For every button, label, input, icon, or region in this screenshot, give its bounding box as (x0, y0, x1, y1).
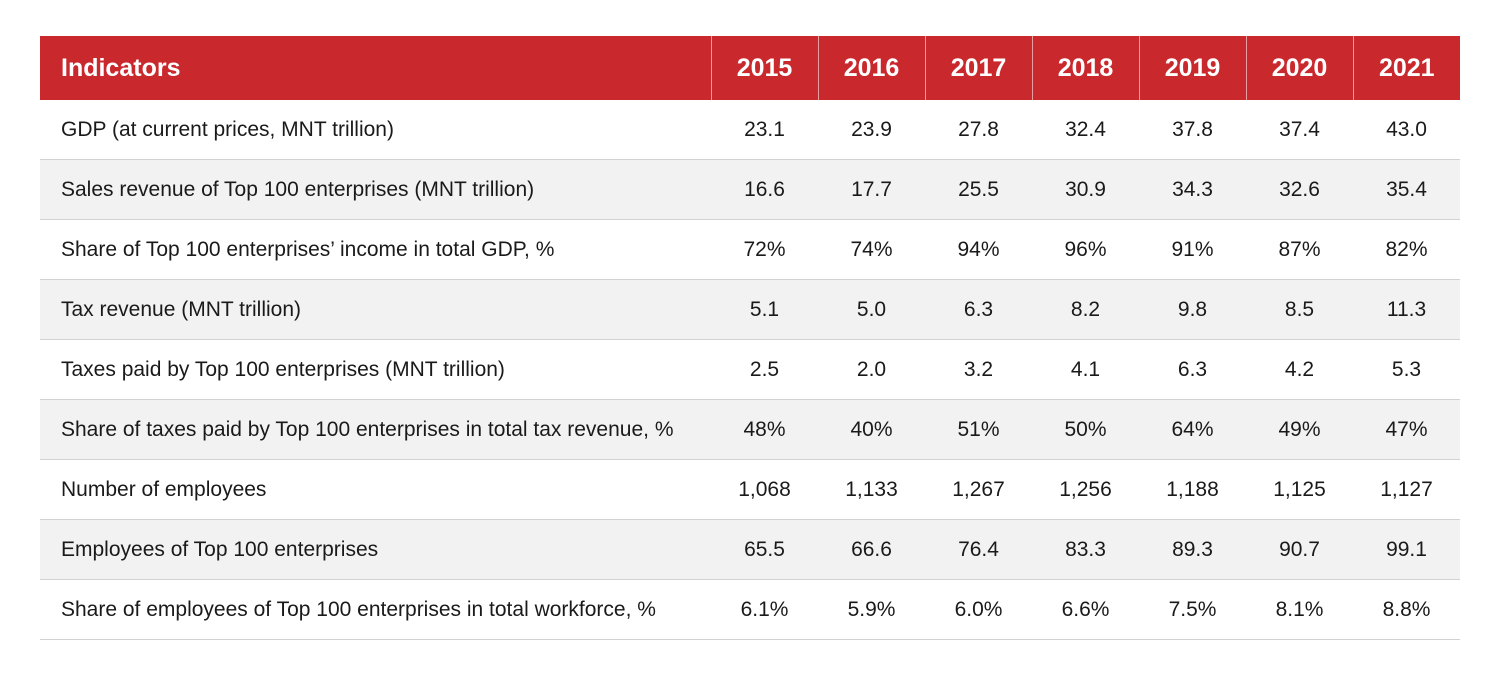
value-cell: 1,133 (818, 459, 925, 520)
indicator-label: Employees of Top 100 enterprises (40, 519, 711, 580)
value-cell: 23.9 (818, 100, 925, 160)
value-cell: 25.5 (925, 159, 1032, 220)
table-row: GDP (at current prices, MNT trillion) 23.… (40, 100, 1460, 160)
value-cell: 66.6 (818, 519, 925, 580)
table-header: Indicators 2015 2016 2017 2018 2019 2020… (40, 36, 1460, 100)
value-cell: 83.3 (1032, 519, 1139, 580)
header-year: 2020 (1245, 36, 1353, 100)
table-row: Share of taxes paid by Top 100 enterpris… (40, 399, 1460, 460)
value-cell: 94% (925, 219, 1032, 280)
value-cell: 2.0 (818, 339, 925, 400)
value-cell: 6.1% (711, 579, 818, 640)
value-cell: 1,256 (1032, 459, 1139, 520)
header-year: 2021 (1352, 36, 1460, 100)
value-cell: 34.3 (1139, 159, 1246, 220)
value-cell: 8.5 (1246, 279, 1353, 340)
value-cell: 50% (1032, 399, 1139, 460)
table-row: Taxes paid by Top 100 enterprises (MNT t… (40, 339, 1460, 400)
value-cell: 82% (1353, 219, 1460, 280)
value-cell: 7.5% (1139, 579, 1246, 640)
value-cell: 6.0% (925, 579, 1032, 640)
value-cell: 11.3 (1353, 279, 1460, 340)
value-cell: 90.7 (1246, 519, 1353, 580)
indicator-label: GDP (at current prices, MNT trillion) (40, 100, 711, 160)
value-cell: 40% (818, 399, 925, 460)
value-cell: 74% (818, 219, 925, 280)
value-cell: 65.5 (711, 519, 818, 580)
value-cell: 1,127 (1353, 459, 1460, 520)
indicator-label: Share of taxes paid by Top 100 enterpris… (40, 399, 711, 460)
indicators-table: Indicators 2015 2016 2017 2018 2019 2020… (40, 36, 1460, 640)
value-cell: 51% (925, 399, 1032, 460)
header-row: Indicators 2015 2016 2017 2018 2019 2020… (40, 36, 1460, 100)
value-cell: 17.7 (818, 159, 925, 220)
header-indicators: Indicators (40, 36, 711, 100)
indicators-table-container: Indicators 2015 2016 2017 2018 2019 2020… (40, 36, 1460, 640)
value-cell: 43.0 (1353, 100, 1460, 160)
header-year: 2016 (817, 36, 925, 100)
value-cell: 4.1 (1032, 339, 1139, 400)
value-cell: 1,125 (1246, 459, 1353, 520)
indicator-label: Taxes paid by Top 100 enterprises (MNT t… (40, 339, 711, 400)
value-cell: 91% (1139, 219, 1246, 280)
value-cell: 5.3 (1353, 339, 1460, 400)
table-row: Sales revenue of Top 100 enterprises (MN… (40, 159, 1460, 220)
indicator-label: Number of employees (40, 459, 711, 520)
value-cell: 37.8 (1139, 100, 1246, 160)
value-cell: 8.8% (1353, 579, 1460, 640)
value-cell: 8.1% (1246, 579, 1353, 640)
indicator-label: Share of Top 100 enterprises’ income in … (40, 219, 711, 280)
value-cell: 16.6 (711, 159, 818, 220)
value-cell: 64% (1139, 399, 1246, 460)
value-cell: 23.1 (711, 100, 818, 160)
header-year: 2018 (1031, 36, 1139, 100)
value-cell: 3.2 (925, 339, 1032, 400)
value-cell: 5.0 (818, 279, 925, 340)
header-year: 2019 (1138, 36, 1246, 100)
value-cell: 49% (1246, 399, 1353, 460)
value-cell: 76.4 (925, 519, 1032, 580)
value-cell: 27.8 (925, 100, 1032, 160)
value-cell: 72% (711, 219, 818, 280)
indicator-label: Tax revenue (MNT trillion) (40, 279, 711, 340)
table-row: Employees of Top 100 enterprises 65.5 66.6… (40, 519, 1460, 580)
header-year: 2015 (710, 36, 818, 100)
value-cell: 5.1 (711, 279, 818, 340)
indicator-label: Sales revenue of Top 100 enterprises (MN… (40, 159, 711, 220)
value-cell: 6.3 (1139, 339, 1246, 400)
value-cell: 35.4 (1353, 159, 1460, 220)
value-cell: 87% (1246, 219, 1353, 280)
value-cell: 47% (1353, 399, 1460, 460)
value-cell: 1,188 (1139, 459, 1246, 520)
table-row: Number of employees 1,068 1,133 1,267 1,256 1… (40, 459, 1460, 520)
value-cell: 1,068 (711, 459, 818, 520)
value-cell: 30.9 (1032, 159, 1139, 220)
value-cell: 2.5 (711, 339, 818, 400)
value-cell: 48% (711, 399, 818, 460)
value-cell: 96% (1032, 219, 1139, 280)
table-body: GDP (at current prices, MNT trillion) 23.… (40, 100, 1460, 640)
value-cell: 6.3 (925, 279, 1032, 340)
table-row: Share of employees of Top 100 enterprise… (40, 579, 1460, 640)
value-cell: 32.4 (1032, 100, 1139, 160)
value-cell: 8.2 (1032, 279, 1139, 340)
table-row: Share of Top 100 enterprises’ income in … (40, 219, 1460, 280)
header-year: 2017 (924, 36, 1032, 100)
value-cell: 1,267 (925, 459, 1032, 520)
value-cell: 99.1 (1353, 519, 1460, 580)
value-cell: 6.6% (1032, 579, 1139, 640)
value-cell: 4.2 (1246, 339, 1353, 400)
value-cell: 5.9% (818, 579, 925, 640)
value-cell: 37.4 (1246, 100, 1353, 160)
value-cell: 32.6 (1246, 159, 1353, 220)
value-cell: 9.8 (1139, 279, 1246, 340)
value-cell: 89.3 (1139, 519, 1246, 580)
indicator-label: Share of employees of Top 100 enterprise… (40, 579, 711, 640)
table-row: Tax revenue (MNT trillion) 5.1 5.0 6.3 8.2 9.… (40, 279, 1460, 340)
